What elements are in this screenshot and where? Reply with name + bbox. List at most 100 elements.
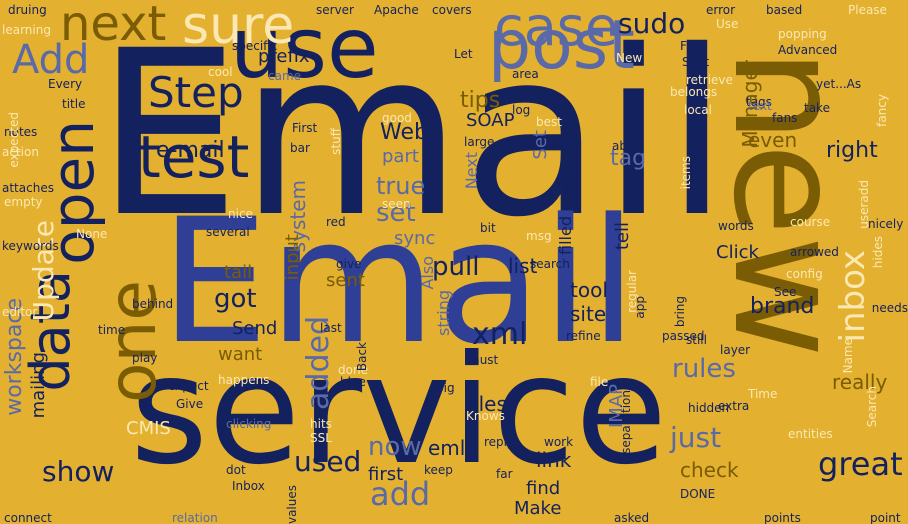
word-cloud-word: last <box>320 321 342 335</box>
word-cloud-word: app <box>633 296 647 319</box>
word-cloud-word: dot <box>226 463 246 477</box>
word-cloud-word: popping <box>778 27 827 41</box>
word-cloud-word: arrowed <box>790 245 839 259</box>
word-cloud-word: want <box>218 344 263 365</box>
word-cloud-word: empty <box>4 195 43 209</box>
word-cloud-word: case <box>494 0 619 58</box>
word-cloud-word: druing <box>8 3 47 17</box>
word-cloud-word: tool <box>570 278 608 302</box>
word-cloud-word: great <box>818 445 903 483</box>
word-cloud-word: link <box>536 448 572 472</box>
word-cloud-word: Also <box>418 256 437 290</box>
word-cloud-word: Knows <box>466 409 505 423</box>
word-cloud-word: Search <box>865 386 879 428</box>
word-cloud-word: got <box>214 284 257 314</box>
word-cloud-word: true <box>376 172 426 200</box>
word-cloud-word: connect <box>4 511 52 524</box>
word-cloud-word: tags <box>746 95 772 109</box>
word-cloud-word: based <box>766 3 803 17</box>
word-cloud-word: fancy <box>875 94 889 127</box>
word-cloud-word: best <box>536 115 562 129</box>
word-cloud-word: right <box>826 138 878 163</box>
word-cloud-word: input <box>282 234 303 281</box>
word-cloud-word: belongs <box>670 85 718 99</box>
word-cloud-word: Email <box>96 1 729 267</box>
word-cloud-word: large <box>464 135 495 149</box>
word-cloud-word: Inbox <box>232 479 265 493</box>
word-cloud-word: DONE <box>680 487 716 501</box>
word-cloud-word: fans <box>772 111 798 125</box>
word-cloud-word: post <box>488 6 635 85</box>
word-cloud-word: words <box>718 219 754 233</box>
word-cloud-word: Let <box>454 47 473 61</box>
word-cloud-word: Name <box>841 338 855 374</box>
word-cloud-word: xml <box>472 317 528 352</box>
word-cloud-word: behind <box>132 297 174 311</box>
word-cloud-word: next <box>60 0 167 52</box>
word-cloud-word: msg <box>526 229 552 243</box>
word-cloud-word: done <box>338 363 368 377</box>
word-cloud-word: hides <box>871 236 885 269</box>
word-cloud-word: tail <box>224 262 253 283</box>
word-cloud-word: Sent <box>682 55 710 69</box>
word-cloud-word: Apache <box>374 3 419 17</box>
word-cloud-word: retrieve <box>686 73 733 87</box>
word-cloud-word: New <box>616 51 643 65</box>
word-cloud-word: really <box>832 370 888 394</box>
word-cloud-word: Web <box>380 120 428 145</box>
word-cloud-word: needs <box>871 301 908 315</box>
word-cloud-word: prefix <box>258 46 310 67</box>
word-cloud-word: layer <box>720 343 751 357</box>
word-cloud-word: tag <box>610 146 647 171</box>
word-cloud-word: even <box>748 128 798 152</box>
word-cloud-word: log <box>512 103 531 117</box>
word-cloud-word: search <box>530 257 570 271</box>
word-cloud-word: values <box>285 484 299 524</box>
word-cloud-word: came <box>268 69 302 83</box>
word-cloud-word: sure <box>182 0 295 56</box>
word-cloud-word: time <box>98 323 126 337</box>
word-cloud-word: Back <box>355 342 369 372</box>
word-cloud-word: cool <box>208 65 233 79</box>
word-cloud-word: far <box>496 467 513 481</box>
word-cloud-word: Every <box>48 77 83 91</box>
word-cloud-word: service <box>130 324 668 498</box>
word-cloud-word: local <box>684 103 712 117</box>
word-cloud-word: See <box>774 285 797 299</box>
word-cloud-word: Set <box>530 130 551 160</box>
word-cloud-word: SOAP <box>466 110 515 131</box>
word-cloud-word: passed <box>662 329 705 343</box>
word-cloud-word: sent <box>326 270 365 291</box>
word-cloud-word: items <box>679 156 693 190</box>
word-cloud-word: hits <box>310 417 332 431</box>
word-cloud-word: entities <box>788 427 833 441</box>
word-cloud-word: must <box>468 353 499 367</box>
word-cloud-word: take <box>804 101 830 115</box>
word-cloud-word: seen <box>382 197 411 211</box>
word-cloud-word: pull <box>432 252 480 282</box>
word-cloud-word: e-mail <box>156 138 225 163</box>
word-cloud-word: First <box>292 121 318 135</box>
word-cloud-word: None <box>76 227 108 241</box>
word-cloud-word: blue <box>340 375 366 389</box>
word-cloud-word: good <box>382 111 412 125</box>
word-cloud-word: big <box>436 381 455 395</box>
word-cloud-word: show <box>42 455 115 488</box>
word-cloud-word: just <box>670 421 722 454</box>
word-cloud-word: mailing <box>28 352 49 419</box>
word-cloud-word: relation <box>172 511 218 524</box>
word-cloud-word: title <box>62 97 86 111</box>
word-cloud-word: covers <box>432 3 472 17</box>
word-cloud-word: now <box>368 432 422 462</box>
word-cloud-word: first <box>368 464 404 485</box>
word-cloud-word: asked <box>614 511 650 524</box>
word-cloud-word: clicking <box>226 417 272 431</box>
word-cloud-word: keep <box>424 463 453 477</box>
word-cloud-word: refine <box>566 329 601 343</box>
word-cloud-word: action <box>2 145 39 159</box>
word-cloud-word: rules <box>672 354 736 384</box>
word-cloud-word: able <box>612 139 638 153</box>
word-cloud-word: hidden <box>688 401 730 415</box>
word-cloud-word: point <box>870 511 901 524</box>
